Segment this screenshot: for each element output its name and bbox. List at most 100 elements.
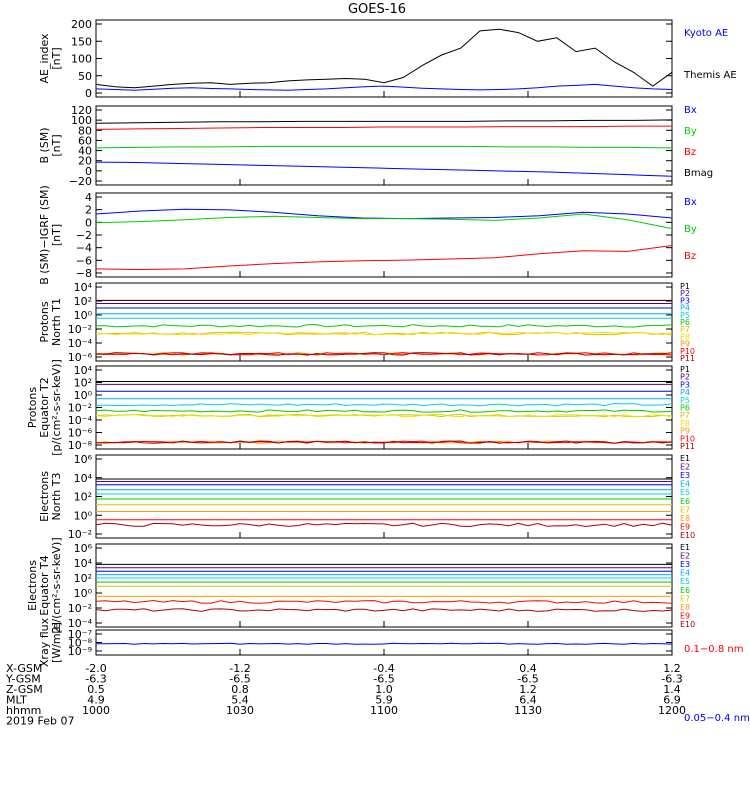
series-line-p5 <box>95 402 673 407</box>
y-tick-label: −6 <box>76 254 92 267</box>
y-tick-label: 10⁴ <box>74 364 93 377</box>
legend-p7: P7 <box>680 411 690 420</box>
legend-e2: E2 <box>680 463 690 472</box>
footer-value: -2.0 <box>85 662 106 675</box>
series-line-p6 <box>95 324 673 328</box>
legend-p7: P7 <box>680 325 690 334</box>
panel-bigrf: B (SM)−IGRF (SM)[nT] 420−2−4−6−8 Bx By Bz <box>38 185 697 285</box>
y-tick-label: 0 <box>85 165 92 178</box>
footer-value: -6.5 <box>373 673 394 686</box>
legend-bz: Bz <box>684 147 696 158</box>
legend-p2: P2 <box>680 373 690 382</box>
legend-p8: P8 <box>680 419 690 428</box>
footer-value: 6.9 <box>663 694 681 707</box>
y-tick-label: 10⁰ <box>74 389 93 402</box>
y-tick-label: 10⁰ <box>74 309 93 322</box>
footer-row-label: Z-GSM <box>6 683 43 696</box>
legend-e5: E5 <box>680 488 690 497</box>
series-line-e9 <box>95 599 673 604</box>
y-tick-label: 10² <box>74 491 92 504</box>
legend-p11: P11 <box>680 354 695 363</box>
footer-value: 1.4 <box>663 683 681 696</box>
y-axis-label: Xray flux[W/m2] <box>38 617 63 667</box>
legend-0-1−0-8-nm: 0.1−0.8 nm <box>684 644 743 655</box>
y-axis-label: ElectronsEquator T4[e/(cm²-s-sr-keV)] <box>26 537 63 633</box>
ephemeris-footer: X-GSM -2.0 -1.2 -0.4 0.4 1.2 Y-GSM -6.3 -6.5 -6.5… <box>5 662 686 728</box>
figure-title: GOES-16 <box>348 2 406 17</box>
footer-value: 6.4 <box>519 694 537 707</box>
y-tick-label: 0 <box>85 87 92 100</box>
legend-e10: E10 <box>680 531 695 540</box>
panel-frame <box>95 543 673 628</box>
legend-p10: P10 <box>680 434 695 443</box>
footer-value: -6.5 <box>229 673 250 686</box>
y-tick-label: 10⁴ <box>74 557 93 570</box>
legend-p5: P5 <box>680 396 690 405</box>
series-line-themis-ae <box>95 28 673 89</box>
y-tick-label: 10⁶ <box>74 453 93 466</box>
y-tick-label: 4 <box>85 191 92 204</box>
footer-value: 4.9 <box>87 694 105 707</box>
series-line-bz <box>95 245 673 271</box>
footer-value: 1100 <box>370 704 398 717</box>
legend-e3: E3 <box>680 560 690 569</box>
y-tick-label: −20 <box>69 175 92 188</box>
y-tick-label: 10⁴ <box>74 472 93 485</box>
y-tick-label: 2 <box>85 204 92 217</box>
legend-e8: E8 <box>680 514 690 523</box>
legend-e6: E6 <box>680 497 690 506</box>
footer-value: 5.9 <box>375 694 393 707</box>
footer-value: 1030 <box>226 704 254 717</box>
series-line-e10 <box>95 522 673 528</box>
y-tick-label: 10⁻⁴ <box>68 414 93 427</box>
footer-date: 2019 Feb 07 <box>6 715 74 728</box>
y-tick-label: 10⁻⁴ <box>68 337 93 350</box>
panel-enorth: ElectronsNorth T310⁶10⁴10²10⁰10⁻²E1E2E3E… <box>38 453 695 541</box>
y-axis-label: ElectronsNorth T3 <box>38 471 63 522</box>
series-line-p6 <box>95 409 673 413</box>
legend-e7: E7 <box>680 594 690 603</box>
legend-e9: E9 <box>680 522 690 531</box>
y-tick-label: 60 <box>78 134 92 147</box>
legend-e1: E1 <box>680 543 690 552</box>
legend-p5: P5 <box>680 311 690 320</box>
y-tick-label: 10⁻⁶ <box>68 427 93 440</box>
series-line-p8 <box>95 413 673 418</box>
series-line-by <box>95 145 673 149</box>
footer-value: 5.4 <box>231 694 249 707</box>
panel-xray: Xray flux[W/m2] 10⁻⁷10⁻⁸10⁻⁹ 0.1−0.8 nm 0.0… <box>38 617 750 724</box>
y-axis-label: AE_index[nT] <box>38 33 63 84</box>
legend-p11: P11 <box>680 442 695 451</box>
y-tick-label: 10⁻⁹ <box>68 645 92 658</box>
legend-0-05−0-4-nm: 0.05−0.4 nm <box>684 713 750 724</box>
series-line-by <box>95 213 673 230</box>
legend-p1: P1 <box>680 365 690 374</box>
footer-value: 1000 <box>82 704 110 717</box>
footer-value: -0.4 <box>373 662 394 675</box>
legend-p4: P4 <box>680 388 690 397</box>
legend-bmag: Bmag <box>684 168 713 179</box>
legend-by: By <box>684 224 697 235</box>
y-axis-label: ProtonsEquator T2[p/(cm²-s-sr-keV)] <box>26 359 63 456</box>
footer-value: -6.3 <box>661 673 682 686</box>
y-tick-label: 150 <box>71 35 92 48</box>
y-tick-label: 10⁻² <box>68 323 92 336</box>
legend-bz: Bz <box>684 251 696 262</box>
y-tick-label: 0 <box>85 216 92 229</box>
legend-p2: P2 <box>680 289 690 298</box>
legend-e7: E7 <box>680 505 690 514</box>
series-line-e10 <box>95 608 673 612</box>
panel-frame <box>95 365 673 450</box>
legend-p9: P9 <box>680 340 690 349</box>
y-tick-label: 10⁻⁸ <box>68 439 93 452</box>
legend-bx: Bx <box>684 105 697 116</box>
y-tick-label: 50 <box>78 70 92 83</box>
legend-p3: P3 <box>680 380 690 389</box>
footer-value: 1200 <box>658 704 686 717</box>
y-tick-label: 100 <box>71 114 92 127</box>
y-tick-label: 10² <box>74 572 92 585</box>
